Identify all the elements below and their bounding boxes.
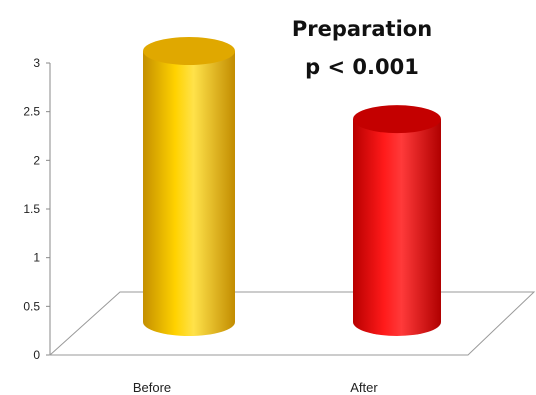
bar-before-body — [143, 51, 235, 336]
y-axis-ticks: 0 0.5 1 1.5 2 2.5 3 — [23, 56, 50, 362]
category-label-before: Before — [133, 380, 171, 395]
chart-floor — [48, 291, 536, 356]
bar-before — [143, 37, 235, 336]
chart-title: Preparation — [292, 17, 432, 41]
y-tick-label: 2.5 — [23, 105, 40, 119]
y-tick-label: 0 — [33, 348, 40, 362]
y-tick-label: 3 — [33, 56, 40, 70]
bars — [143, 37, 441, 336]
category-label-after: After — [350, 380, 378, 395]
y-tick-label: 2 — [33, 153, 40, 167]
bar-after-body — [353, 119, 441, 336]
y-tick-label: 0.5 — [23, 299, 40, 313]
y-tick-label: 1.5 — [23, 202, 40, 216]
y-tick-label: 1 — [33, 251, 40, 265]
bar-after-top — [353, 105, 441, 134]
bar-before-top — [143, 37, 235, 65]
chart-subtitle-pvalue: p < 0.001 — [305, 55, 419, 79]
bar-after — [353, 105, 441, 336]
